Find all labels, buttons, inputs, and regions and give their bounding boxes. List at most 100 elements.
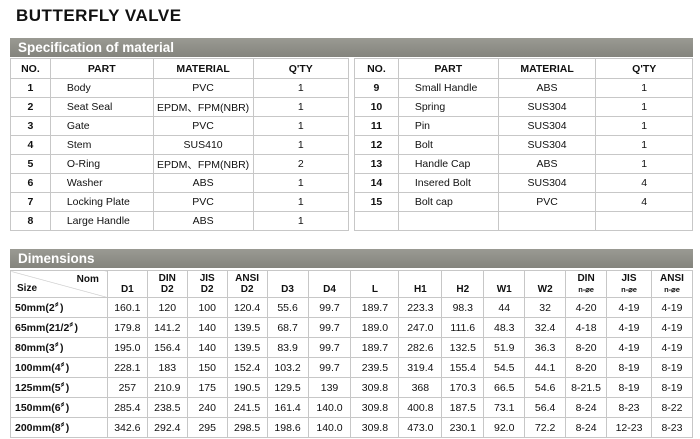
material-material-cell: SUS410	[152, 135, 254, 155]
dimension-value-cell: 190.5	[226, 377, 268, 398]
dimension-value-cell: 4-19	[606, 337, 652, 358]
size-cell: 200mm(8〞)	[10, 417, 108, 438]
dimension-value-cell: 140.0	[307, 417, 352, 438]
material-qty-cell: 1	[252, 173, 350, 193]
material-part-cell: O-Ring	[49, 154, 154, 174]
dimension-value-cell: 342.6	[106, 417, 148, 438]
dimension-value-cell: 83.9	[266, 337, 309, 358]
dimension-value-cell: 257	[106, 377, 148, 398]
dimension-value-cell: 8-24	[565, 417, 608, 438]
material-row: 12 Bolt SUS304 1	[354, 135, 693, 155]
dimension-value-cell: 36.3	[524, 337, 567, 358]
dimension-value-cell: 99.7	[307, 317, 352, 338]
material-no-cell: 2	[10, 97, 51, 117]
dimension-value-cell: 156.4	[146, 337, 188, 358]
dimension-column-header: DIN D2	[146, 270, 188, 298]
dimension-value-cell: 8-20	[565, 357, 608, 378]
header-bottom-label: n-⌀e	[621, 285, 637, 294]
size-label: Size	[17, 283, 38, 294]
dimension-value-cell: 228.1	[106, 357, 148, 378]
material-qty-cell: 1	[595, 116, 693, 136]
dimension-value-cell: 100	[186, 297, 228, 318]
material-column-header: MATERIAL	[497, 58, 597, 79]
material-qty-cell: 1	[595, 135, 693, 155]
dimension-value-cell: 32	[524, 297, 567, 318]
header-bottom-label: H2	[456, 284, 470, 295]
dimension-value-cell: 240	[186, 397, 228, 418]
material-part-cell: Locking Plate	[49, 192, 154, 212]
header-top-label: ANSI	[235, 273, 260, 284]
dimension-value-cell: 55.6	[266, 297, 309, 318]
dimension-value-cell: 139.5	[226, 317, 268, 338]
material-qty-cell: 1	[252, 97, 350, 117]
dimension-value-cell: 120.4	[226, 297, 268, 318]
dimension-value-cell: 189.7	[350, 337, 400, 358]
material-part-cell: Spring	[397, 97, 499, 117]
material-column-header: NO.	[10, 58, 51, 79]
dimension-value-cell: 238.5	[146, 397, 188, 418]
dimension-value-cell: 72.2	[524, 417, 567, 438]
header-bottom-label: n-⌀e	[664, 285, 680, 294]
dimension-row: 100mm(4〞) 228.1 183 150 152.4 103.2 99.7 239.5 3…	[10, 357, 694, 378]
dimension-value-cell: 32.4	[524, 317, 567, 338]
header-top-label: JIS	[199, 273, 215, 284]
header-top-label: DIN	[577, 273, 595, 284]
material-part-cell: Bolt cap	[397, 192, 499, 212]
page-title: BUTTERFLY VALVE	[16, 6, 182, 25]
dimension-column-header: D3	[266, 270, 309, 298]
material-row: 11 Pin SUS304 1	[354, 116, 693, 136]
material-qty-cell: 1	[595, 154, 693, 174]
material-column-header: PART	[49, 58, 154, 79]
material-no-cell: 6	[10, 173, 51, 193]
dimension-value-cell: 8-23	[650, 417, 694, 438]
dimension-value-cell: 292.4	[146, 417, 188, 438]
dimension-value-cell: 150	[186, 357, 228, 378]
header-bottom-label: D3	[281, 284, 294, 295]
dimension-value-cell: 44	[483, 297, 526, 318]
material-material-cell: SUS304	[497, 173, 597, 193]
material-no-cell: 5	[10, 154, 51, 174]
dimension-value-cell: 161.4	[266, 397, 309, 418]
dimension-value-cell: 400.8	[398, 397, 443, 418]
dimension-value-cell: 230.1	[441, 417, 485, 438]
material-no-cell: 14	[354, 173, 399, 193]
dimensions-section-heading: Dimensions	[10, 249, 693, 268]
dimension-value-cell: 4-20	[565, 297, 608, 318]
dimension-value-cell: 285.4	[106, 397, 148, 418]
dimension-value-cell: 195.0	[106, 337, 148, 358]
size-cell: 125mm(5〞)	[10, 377, 108, 398]
dimension-value-cell: 8-20	[565, 337, 608, 358]
dimension-row: 150mm(6〞) 285.4 238.5 240 241.5 161.4 140.0 309…	[10, 397, 694, 418]
header-bottom-label: n-⌀e	[578, 285, 594, 294]
material-row: 1 Body PVC 1	[10, 78, 350, 98]
material-row: 15 Bolt cap PVC 4	[354, 192, 693, 212]
dimension-row: 80mm(3〞) 195.0 156.4 140 139.5 83.9 99.7 189.7 2…	[10, 337, 694, 358]
material-no-cell: 9	[354, 78, 399, 98]
material-qty-cell: 4	[595, 192, 693, 212]
dimension-value-cell: 140.0	[307, 397, 352, 418]
material-part-cell: Pin	[397, 116, 499, 136]
dimension-value-cell: 66.5	[483, 377, 526, 398]
material-table-left: NO. PART MATERIAL Q'TY 1 Body PVC 1 2 Seat Seal E…	[10, 58, 350, 231]
material-section-heading: Specification of material	[10, 38, 693, 57]
material-qty-cell: 1	[252, 211, 350, 231]
dimension-value-cell: 210.9	[146, 377, 188, 398]
material-part-cell: Gate	[49, 116, 154, 136]
material-no-cell: 10	[354, 97, 399, 117]
empty-cell	[497, 211, 597, 231]
material-qty-cell: 1	[595, 78, 693, 98]
dimension-value-cell: 8-21.5	[565, 377, 608, 398]
dimension-value-cell: 8-19	[650, 377, 694, 398]
material-material-cell: ABS	[152, 211, 254, 231]
dimension-value-cell: 4-19	[650, 317, 694, 338]
material-part-cell: Small Handle	[397, 78, 499, 98]
dimension-value-cell: 129.5	[266, 377, 309, 398]
size-nom-corner: Nom Size	[10, 270, 108, 298]
material-header-row: NO. PART MATERIAL Q'TY	[354, 58, 693, 79]
header-top-label: DIN	[158, 273, 176, 284]
dimension-column-header: ANSI D2	[226, 270, 268, 298]
material-qty-cell: 1	[252, 78, 350, 98]
material-material-cell: PVC	[497, 192, 597, 212]
material-row: 10 Spring SUS304 1	[354, 97, 693, 117]
dimension-value-cell: 8-19	[650, 357, 694, 378]
